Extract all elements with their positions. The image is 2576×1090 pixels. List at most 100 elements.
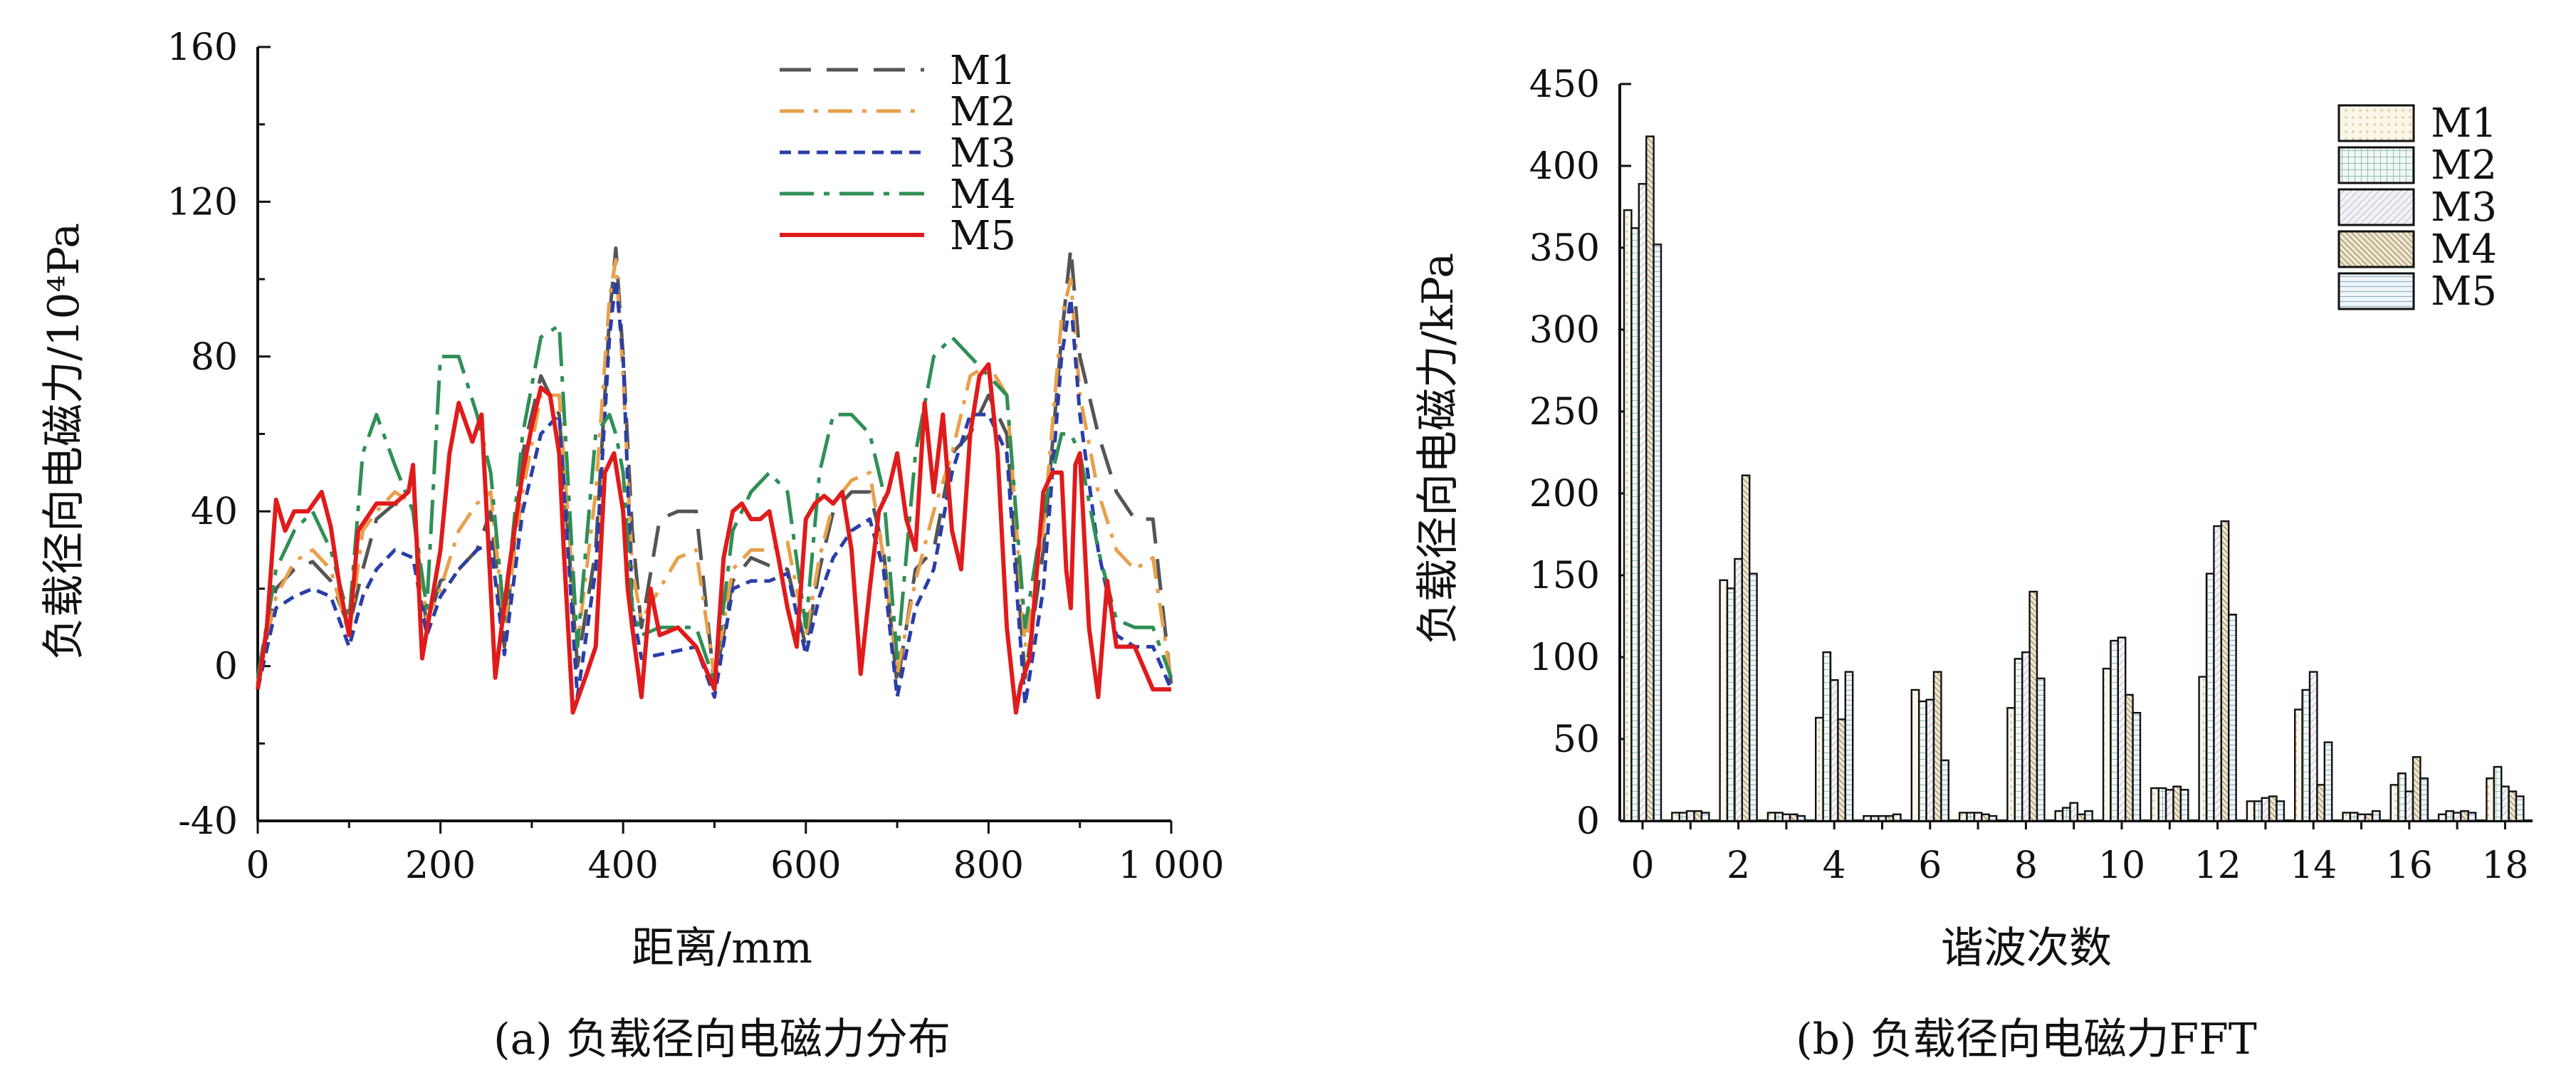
bar-m5-harmonic-7: [1988, 814, 1998, 822]
y-tick-label: 200: [1529, 473, 1600, 515]
series-line-m1: [256, 246, 1173, 688]
y-tick-label: 250: [1529, 391, 1600, 434]
bar-m3-harmonic-2: [1734, 557, 1743, 822]
line-chart-x-axis-title: 距离/mm: [632, 923, 812, 973]
bar-m2-harmonic-1: [1678, 812, 1688, 822]
bar-m5-harmonic-13: [2276, 800, 2286, 822]
legend-label-m4: M4: [2431, 226, 2497, 273]
bar-m3-harmonic-1: [1685, 809, 1695, 822]
bar-m2-harmonic-5: [1870, 814, 1880, 822]
legend-label-m1: M1: [950, 48, 1016, 94]
bar-m3-harmonic-0: [1638, 183, 1648, 822]
bar-chart-bars: [1623, 135, 2525, 822]
bar-m1-harmonic-11: [2150, 787, 2159, 822]
legend-swatch-m1: [2337, 104, 2415, 142]
legend-swatch-m4: [2337, 230, 2415, 268]
bar-chart-caption: (b) 负载径向电磁力FFT: [1796, 1015, 2257, 1064]
bar-m2-harmonic-7: [1966, 812, 1976, 822]
x-tick-label: 18: [2481, 844, 2528, 887]
bar-m5-harmonic-5: [1892, 813, 1902, 822]
bar-m3-harmonic-5: [1878, 814, 1887, 822]
bar-m1-harmonic-10: [2102, 667, 2112, 822]
bar-m5-harmonic-4: [1844, 671, 1854, 822]
bar-m5-harmonic-9: [2084, 809, 2093, 822]
legend-label-m5: M5: [2431, 268, 2497, 315]
bar-m1-harmonic-18: [2486, 777, 2495, 822]
bar-m3-harmonic-14: [2308, 671, 2318, 822]
bar-m5-harmonic-2: [1748, 572, 1758, 822]
bar-m1-harmonic-2: [1719, 579, 1729, 822]
x-tick-label: 2: [1727, 844, 1750, 887]
x-tick-label: 4: [1823, 844, 1846, 887]
x-tick-label: 6: [1918, 844, 1942, 887]
bar-m1-harmonic-15: [2342, 812, 2352, 822]
y-tick-label: 400: [1529, 145, 1600, 188]
series-line-m5: [256, 362, 1171, 715]
legend-label-m3: M3: [2431, 184, 2497, 231]
bar-m3-harmonic-4: [1829, 679, 1839, 822]
bar-m5-harmonic-3: [1796, 814, 1806, 822]
bar-m5-harmonic-10: [2132, 712, 2142, 822]
legend-swatch-m3: [2337, 188, 2415, 226]
x-tick-label: 0: [246, 844, 269, 887]
legend-label-m5: M5: [950, 213, 1016, 259]
bar-m2-harmonic-11: [2157, 787, 2167, 822]
bar-m3-harmonic-3: [1781, 813, 1791, 822]
bar-m2-harmonic-17: [2445, 809, 2455, 822]
legend-label-m1: M1: [2431, 100, 2497, 147]
bar-m5-harmonic-11: [2179, 789, 2189, 822]
legend-label-m2: M2: [2431, 142, 2497, 189]
x-tick-label: 200: [405, 844, 476, 887]
bar-m1-harmonic-13: [2246, 800, 2256, 822]
bar-m4-harmonic-0: [1645, 135, 1655, 822]
bar-chart-tick-labels: 0 50 100 150 200 250 300 350 400 450 0 2 4 6 8 10 12 14 16…: [1529, 63, 2529, 887]
bar-m1-harmonic-14: [2293, 708, 2303, 822]
bar-m5-harmonic-16: [2419, 777, 2429, 822]
x-tick-label: 0: [1630, 844, 1654, 887]
bar-m2-harmonic-10: [2110, 639, 2119, 822]
bar-m1-harmonic-4: [1814, 716, 1824, 822]
bar-m1-harmonic-17: [2437, 813, 2447, 822]
y-tick-label: 0: [214, 646, 238, 688]
bar-m4-harmonic-14: [2316, 784, 2325, 822]
bar-m1-harmonic-8: [2006, 707, 2016, 822]
bar-m2-harmonic-14: [2301, 688, 2311, 822]
y-tick-label: 350: [1529, 227, 1600, 270]
bar-m1-harmonic-12: [2198, 676, 2208, 822]
x-tick-label: 1 000: [1119, 844, 1225, 887]
bar-m3-harmonic-11: [2164, 789, 2174, 822]
bar-m1-harmonic-9: [2054, 809, 2064, 822]
bar-chart-y-axis-title: 负载径向电磁力/kPa: [1413, 253, 1463, 644]
bar-m2-harmonic-2: [1726, 587, 1736, 822]
bar-m3-harmonic-18: [2500, 785, 2510, 822]
x-tick-label: 800: [953, 844, 1024, 887]
bar-m1-harmonic-3: [1766, 812, 1776, 822]
y-tick-label: 160: [167, 26, 238, 69]
bar-m4-harmonic-9: [2076, 813, 2086, 822]
bar-m2-harmonic-9: [2061, 807, 2071, 822]
x-tick-label: 600: [770, 844, 841, 887]
bar-m5-harmonic-1: [1700, 812, 1710, 822]
legend-label-m4: M4: [950, 172, 1016, 218]
bar-m2-harmonic-3: [1774, 812, 1784, 822]
bar-m3-harmonic-9: [2069, 802, 2079, 822]
bar-m2-harmonic-12: [2205, 572, 2215, 822]
bar-m4-harmonic-11: [2172, 785, 2182, 822]
bar-m2-harmonic-4: [1822, 651, 1832, 822]
y-tick-label: 80: [191, 336, 238, 379]
bar-m2-harmonic-18: [2493, 765, 2503, 822]
bar-m2-harmonic-16: [2397, 772, 2407, 822]
line-chart-y-axis-title: 负载径向电磁力/10⁴Pa: [39, 223, 89, 660]
line-chart-series: [256, 246, 1173, 715]
bar-chart-panel: 0 50 100 150 200 250 300 350 400 450 0 2 4 6 8 10 12 14 16…: [1413, 63, 2533, 1064]
bar-m1-harmonic-5: [1863, 814, 1873, 822]
x-tick-label: 8: [2014, 844, 2038, 887]
bar-m1-harmonic-16: [2389, 784, 2399, 822]
y-tick-label: 40: [191, 491, 238, 533]
bar-m4-harmonic-15: [2364, 813, 2374, 822]
bar-m4-harmonic-6: [1932, 671, 1942, 822]
bar-m3-harmonic-8: [2021, 651, 2031, 822]
